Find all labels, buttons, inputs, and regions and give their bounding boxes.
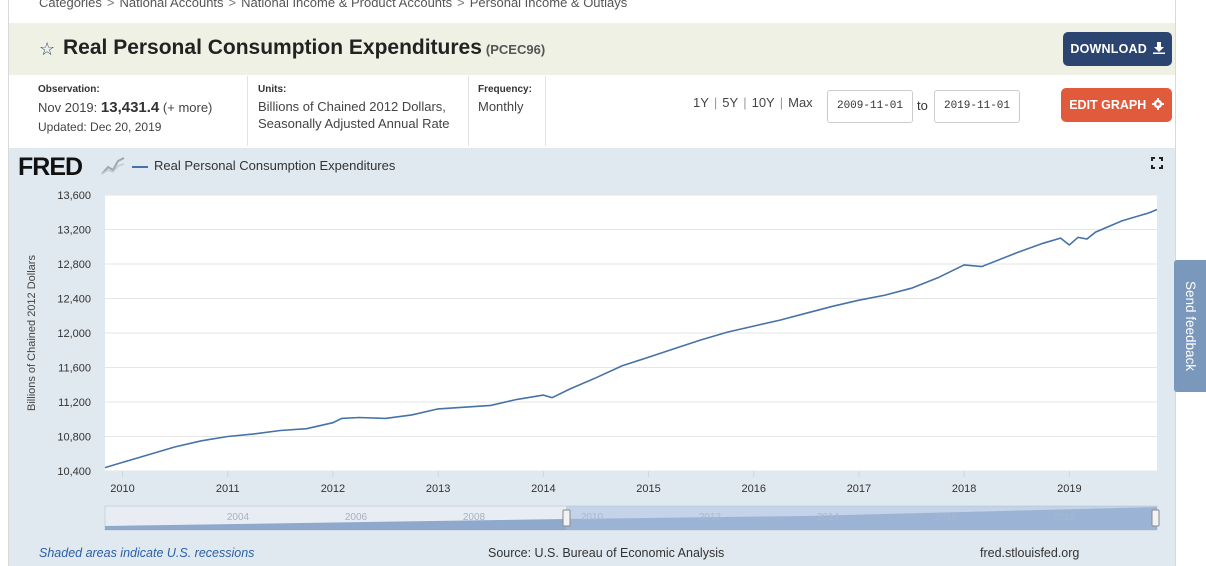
frequency-label: Frequency: (478, 84, 532, 95)
units-block: Units: Billions of Chained 2012 Dollars,… (258, 84, 450, 131)
series-meta-row: Observation: Nov 2019: 13,431.4 (+ more)… (9, 76, 1175, 148)
source-note: Source: U.S. Bureau of Economic Analysis (488, 546, 725, 560)
breadcrumb-separator: > (106, 0, 115, 10)
navigator-year-label: 2008 (463, 512, 486, 523)
more-observations-link[interactable]: (+ more) (162, 100, 213, 115)
units-line-2: Seasonally Adjusted Annual Rate (258, 116, 450, 131)
range-links: 1Y | 5Y | 10Y | Max (693, 95, 813, 110)
send-feedback-tab[interactable]: Send feedback (1174, 260, 1206, 392)
y-tick-label: 12,400 (57, 294, 91, 306)
x-tick-label: 2014 (531, 483, 555, 495)
page-title: Real Personal Consumption Expenditures (P… (63, 36, 545, 60)
y-tick-label: 11,600 (58, 363, 91, 375)
units-label: Units: (258, 84, 287, 95)
range-navigator[interactable]: 20042006200820102012201420162018 (104, 505, 1160, 531)
y-tick-label: 13,600 (57, 190, 91, 202)
legend-label: Real Personal Consumption Expenditures (154, 158, 396, 173)
y-tick-label: 10,400 (57, 466, 91, 478)
start-date-input[interactable]: 2009-11-01 (827, 90, 913, 123)
series-panel: Categories > National Accounts > National In… (8, 0, 1176, 566)
series-line (104, 208, 1158, 469)
recession-note: Shaded areas indicate U.S. recessions (39, 546, 255, 560)
site-link[interactable]: fred.stlouisfed.org (980, 546, 1080, 560)
y-axis-label: Billions of Chained 2012 Dollars (26, 255, 38, 411)
observation-value: 13,431.4 (100, 99, 160, 116)
y-axis: 10,400 10,800 11,200 11,600 12,000 12,400 12,8… (57, 190, 91, 478)
observation-date: Nov 2019: (38, 100, 98, 115)
y-tick-label: 10,800 (57, 432, 91, 444)
x-axis: 2010 2011 2012 2013 2014 2015 2016 2017 2018 2019 (110, 471, 1082, 495)
favorite-star-icon[interactable]: ☆ (39, 39, 56, 59)
navigator-year-label: 2004 (227, 512, 250, 523)
range-10y-link[interactable]: 10Y (751, 95, 775, 110)
frequency-block: Frequency: Monthly (478, 84, 532, 114)
x-tick-label: 2010 (110, 483, 134, 495)
edit-graph-button[interactable]: EDIT GRAPH (1061, 88, 1172, 122)
y-tick-label: 12,000 (57, 328, 91, 340)
download-icon (1152, 42, 1165, 54)
updated-date: Updated: Dec 20, 2019 (38, 120, 162, 134)
x-tick-label: 2015 (636, 483, 660, 495)
x-tick-label: 2013 (426, 483, 450, 495)
y-tick-label: 12,800 (57, 259, 91, 271)
navigator-year-label: 2006 (345, 512, 368, 523)
title-bar: ☆ Real Personal Consumption Expenditures… (9, 23, 1175, 75)
range-separator: | (779, 95, 784, 110)
breadcrumb-national-accounts[interactable]: National Accounts (119, 0, 224, 10)
navigator-left-handle[interactable] (562, 509, 571, 527)
download-button[interactable]: DOWNLOAD (1063, 32, 1172, 66)
breadcrumb: Categories > National Accounts > National In… (39, 0, 627, 10)
range-separator: | (713, 95, 718, 110)
range-max-link[interactable]: Max (788, 95, 813, 110)
divider (247, 76, 248, 146)
gear-icon (1151, 98, 1164, 110)
observation-block: Observation: Nov 2019: 13,431.4 (+ more)… (38, 84, 212, 134)
x-tick-label: 2017 (847, 483, 871, 495)
chart-legend[interactable]: Real Personal Consumption Expenditures (132, 158, 395, 173)
x-tick-label: 2018 (952, 483, 976, 495)
range-separator: | (743, 95, 747, 110)
navigator-right-handle[interactable] (1151, 509, 1160, 527)
fred-graph-icon (101, 157, 125, 175)
range-5y-link[interactable]: 5Y (722, 95, 739, 110)
x-tick-label: 2012 (321, 483, 345, 495)
breadcrumb-nipa[interactable]: National Income & Product Accounts (241, 0, 453, 10)
range-1y-link[interactable]: 1Y (693, 95, 709, 110)
fullscreen-icon[interactable] (1151, 157, 1163, 169)
legend-swatch (132, 165, 148, 168)
breadcrumb-categories[interactable]: Categories (39, 0, 102, 10)
series-title: Real Personal Consumption Expenditures (63, 36, 482, 59)
end-date-input[interactable]: 2019-11-01 (934, 90, 1020, 123)
observation-label: Observation: (38, 84, 100, 95)
breadcrumb-separator: > (228, 0, 237, 10)
units-line-1: Billions of Chained 2012 Dollars, (258, 99, 446, 114)
navigator-selection[interactable] (566, 506, 1157, 530)
gridlines (105, 194, 1157, 472)
breadcrumb-separator: > (457, 0, 465, 10)
x-tick-label: 2011 (216, 483, 240, 495)
date-to-label: to (917, 98, 928, 113)
send-feedback-label: Send feedback (1183, 280, 1198, 372)
divider (545, 76, 546, 146)
y-tick-label: 13,200 (57, 225, 91, 237)
series-id: (PCEC96) (485, 42, 546, 57)
y-tick-label: 11,200 (58, 397, 91, 409)
edit-graph-label: EDIT GRAPH (1069, 98, 1147, 112)
download-label: DOWNLOAD (1070, 42, 1147, 56)
chart-canvas: 10,400 10,800 11,200 11,600 12,000 12,400 12,8… (26, 190, 1160, 531)
breadcrumb-personal-income[interactable]: Personal Income & Outlays (469, 0, 628, 10)
fred-logo[interactable]: FRED (18, 153, 83, 181)
frequency-value: Monthly (478, 99, 524, 114)
divider (468, 76, 469, 146)
x-tick-label: 2016 (741, 483, 765, 495)
chart-area: 10,400 10,800 11,200 11,600 12,000 12,400 12,8… (9, 148, 1175, 566)
x-tick-label: 2019 (1057, 483, 1081, 495)
